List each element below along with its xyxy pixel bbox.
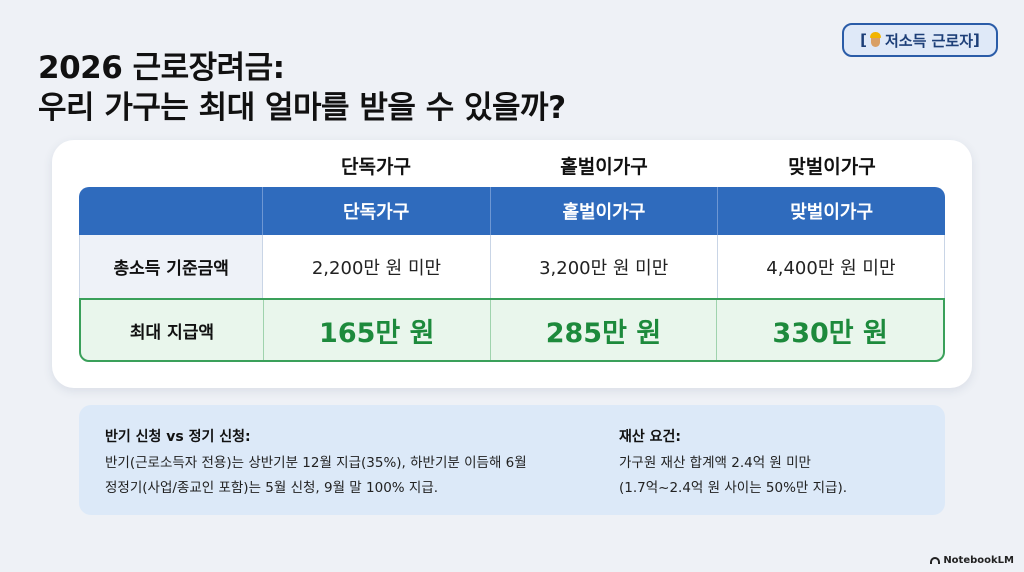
category-badge: [ 저소득 근로자 ] xyxy=(842,23,998,57)
max-amount-single: 165만 원 xyxy=(262,300,490,360)
top-header-single: 단독가구 xyxy=(341,156,411,178)
header-cell-empty xyxy=(79,187,262,235)
page-title-line-2: 우리 가구는 최대 얼마를 받을 수 있을까? xyxy=(38,90,566,126)
max-row-label: 최대 지급액 xyxy=(129,322,215,343)
property-requirement-info: 재산 요건: 가구원 재산 합계액 2.4억 원 미만 (1.7억~2.4억 원… xyxy=(619,427,939,501)
income-row-label: 총소득 기준금액 xyxy=(80,235,263,298)
page-title-line-1: 2026 근로장려금: xyxy=(38,50,285,86)
application-info-line-2: 정정기(사업/종교인 포함)는 5월 신청, 9월 말 100% 지급. xyxy=(105,480,439,496)
construction-worker-icon xyxy=(869,32,882,48)
header-cell-single-earner: 홑벌이가구 xyxy=(489,187,718,235)
income-value-single-earner: 3,200만 원 미만 xyxy=(489,235,717,298)
property-requirement-heading: 재산 요건: xyxy=(619,429,681,445)
top-header-dual-earner: 맞벌이가구 xyxy=(788,156,876,178)
application-info-heading: 반기 신청 vs 정기 신청: xyxy=(105,429,251,445)
table-row-income-threshold: 총소득 기준금액 2,200만 원 미만 3,200만 원 미만 4,400만 … xyxy=(79,235,945,298)
page-title: 2026 근로장려금: 우리 가구는 최대 얼마를 받을 수 있을까? xyxy=(38,48,566,128)
brand-label: NotebookLM xyxy=(943,555,1014,566)
benefit-table: 단독가구 홑벌이가구 맞벌이가구 총소득 기준금액 2,200만 원 미만 3,… xyxy=(79,187,945,362)
info-box: 반기 신청 vs 정기 신청: 반기(근로소득자 전용)는 상반기분 12월 지… xyxy=(79,405,945,515)
table-row-max-payment: 최대 지급액 165만 원 285만 원 330만 원 xyxy=(79,298,945,362)
max-amount-single-earner: 285만 원 xyxy=(489,300,717,360)
header-cell-dual-earner: 맞벌이가구 xyxy=(717,187,945,235)
badge-label: 저소득 근로자 xyxy=(884,31,974,50)
badge-bracket-open: [ xyxy=(860,31,867,49)
application-info: 반기 신청 vs 정기 신청: 반기(근로소득자 전용)는 상반기분 12월 지… xyxy=(105,427,625,501)
top-column-headers: 단독가구 홑벌이가구 맞벌이가구 xyxy=(262,152,946,180)
table-header-row: 단독가구 홑벌이가구 맞벌이가구 xyxy=(79,187,945,235)
header-cell-single: 단독가구 xyxy=(261,187,490,235)
property-requirement-line-2: (1.7억~2.4억 원 사이는 50%만 지급). xyxy=(619,480,848,496)
badge-bracket-close: ] xyxy=(973,31,980,49)
income-value-single: 2,200만 원 미만 xyxy=(262,235,489,298)
notebooklm-logo-icon xyxy=(930,557,941,564)
max-amount-dual-earner: 330만 원 xyxy=(716,300,943,360)
income-value-dual-earner: 4,400만 원 미만 xyxy=(716,235,944,298)
application-info-line-1: 반기(근로소득자 전용)는 상반기분 12월 지급(35%), 하반기분 이듬해… xyxy=(105,455,527,471)
property-requirement-line-1: 가구원 재산 합계액 2.4억 원 미만 xyxy=(619,455,811,471)
brand-watermark: NotebookLM xyxy=(930,555,1014,566)
top-header-single-earner: 홑벌이가구 xyxy=(560,156,648,178)
